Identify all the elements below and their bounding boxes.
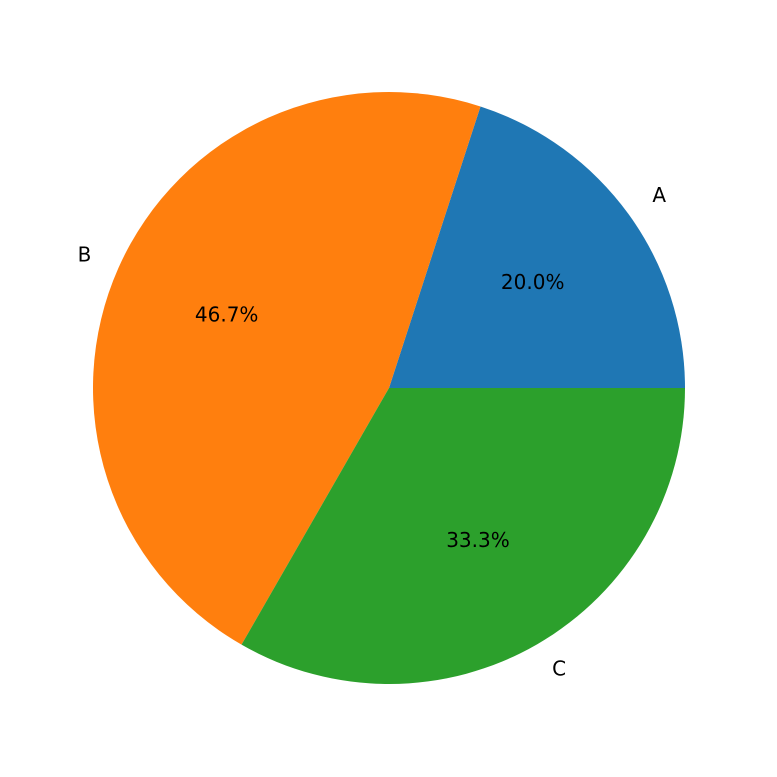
slice-label: C <box>552 656 566 680</box>
value-label: 20.0% <box>501 270 565 294</box>
pie-slice <box>389 106 685 388</box>
pie-slice <box>92 91 481 645</box>
value-label: 33.3% <box>446 528 510 552</box>
slice-label: B <box>78 242 92 266</box>
value-label: 46.7% <box>195 302 259 326</box>
pie-slice <box>241 388 685 684</box>
slice-label: A <box>652 183 666 207</box>
